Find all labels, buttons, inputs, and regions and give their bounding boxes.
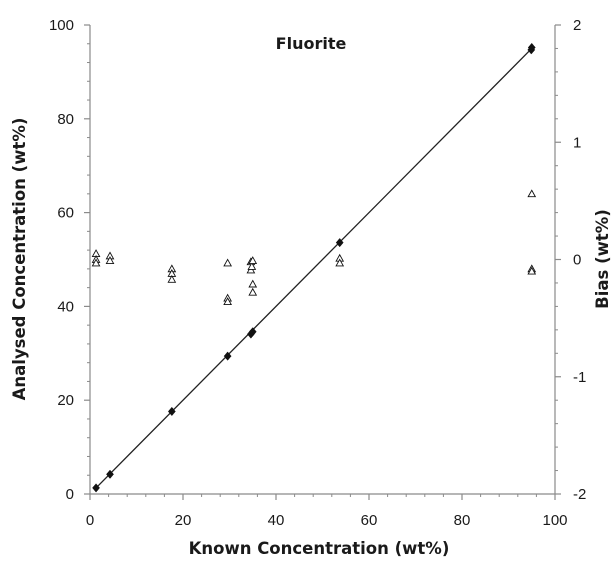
y2-tick-label: 2 — [573, 17, 581, 34]
bias-series — [91, 189, 537, 306]
bias-point — [248, 287, 258, 296]
bias-point — [527, 266, 537, 275]
x-tick-label: 80 — [454, 512, 471, 529]
x-tick-label: 20 — [175, 512, 192, 529]
x-tick-label: 100 — [542, 512, 567, 529]
analysed-point — [223, 351, 232, 361]
y2-axis-title: Bias (wt%) — [593, 209, 612, 309]
bottom-axis-ticks: 0 20 40 60 80 100 — [86, 494, 568, 529]
y2-tick-label: 0 — [573, 252, 581, 269]
analysed-point — [92, 483, 100, 493]
bias-point — [223, 258, 233, 267]
x-tick-label: 40 — [268, 512, 285, 529]
bias-point — [91, 258, 101, 267]
y2-tick-label: -1 — [573, 369, 586, 386]
bias-point — [105, 256, 115, 265]
x-tick-label: 60 — [361, 512, 378, 529]
y2-tick-label: -2 — [573, 486, 586, 503]
y-tick-label: 0 — [66, 486, 74, 503]
y-tick-label: 100 — [49, 17, 74, 34]
bias-point — [527, 189, 537, 198]
y2-tick-label: 1 — [573, 134, 581, 151]
bias-point — [167, 274, 177, 283]
bias-point — [248, 279, 258, 288]
y-tick-label: 40 — [57, 298, 74, 315]
bias-point — [248, 256, 258, 265]
left-axis-ticks: 0 20 40 60 80 100 — [49, 17, 90, 503]
x-tick-label: 0 — [86, 512, 94, 529]
y-tick-label: 20 — [57, 392, 74, 409]
analysed-point — [167, 406, 176, 417]
analysed-point — [106, 469, 114, 479]
analysed-series — [92, 42, 536, 493]
right-axis-ticks: -2 -1 0 1 2 — [555, 17, 586, 503]
bias-point — [335, 258, 345, 267]
analysed-point — [527, 42, 536, 53]
chart-title: Fluorite — [276, 34, 347, 53]
bias-point — [223, 297, 233, 306]
x-axis-title: Known Concentration (wt%) — [189, 539, 450, 558]
fit-line-group — [95, 47, 533, 489]
analysed-point — [335, 238, 344, 248]
y-tick-label: 60 — [57, 205, 74, 222]
bias-point — [247, 262, 257, 270]
fit-line — [95, 47, 533, 489]
analysed-point — [248, 327, 257, 337]
y-tick-label: 80 — [57, 111, 74, 128]
y-axis-title: Analysed Concentration (wt%) — [10, 118, 29, 401]
